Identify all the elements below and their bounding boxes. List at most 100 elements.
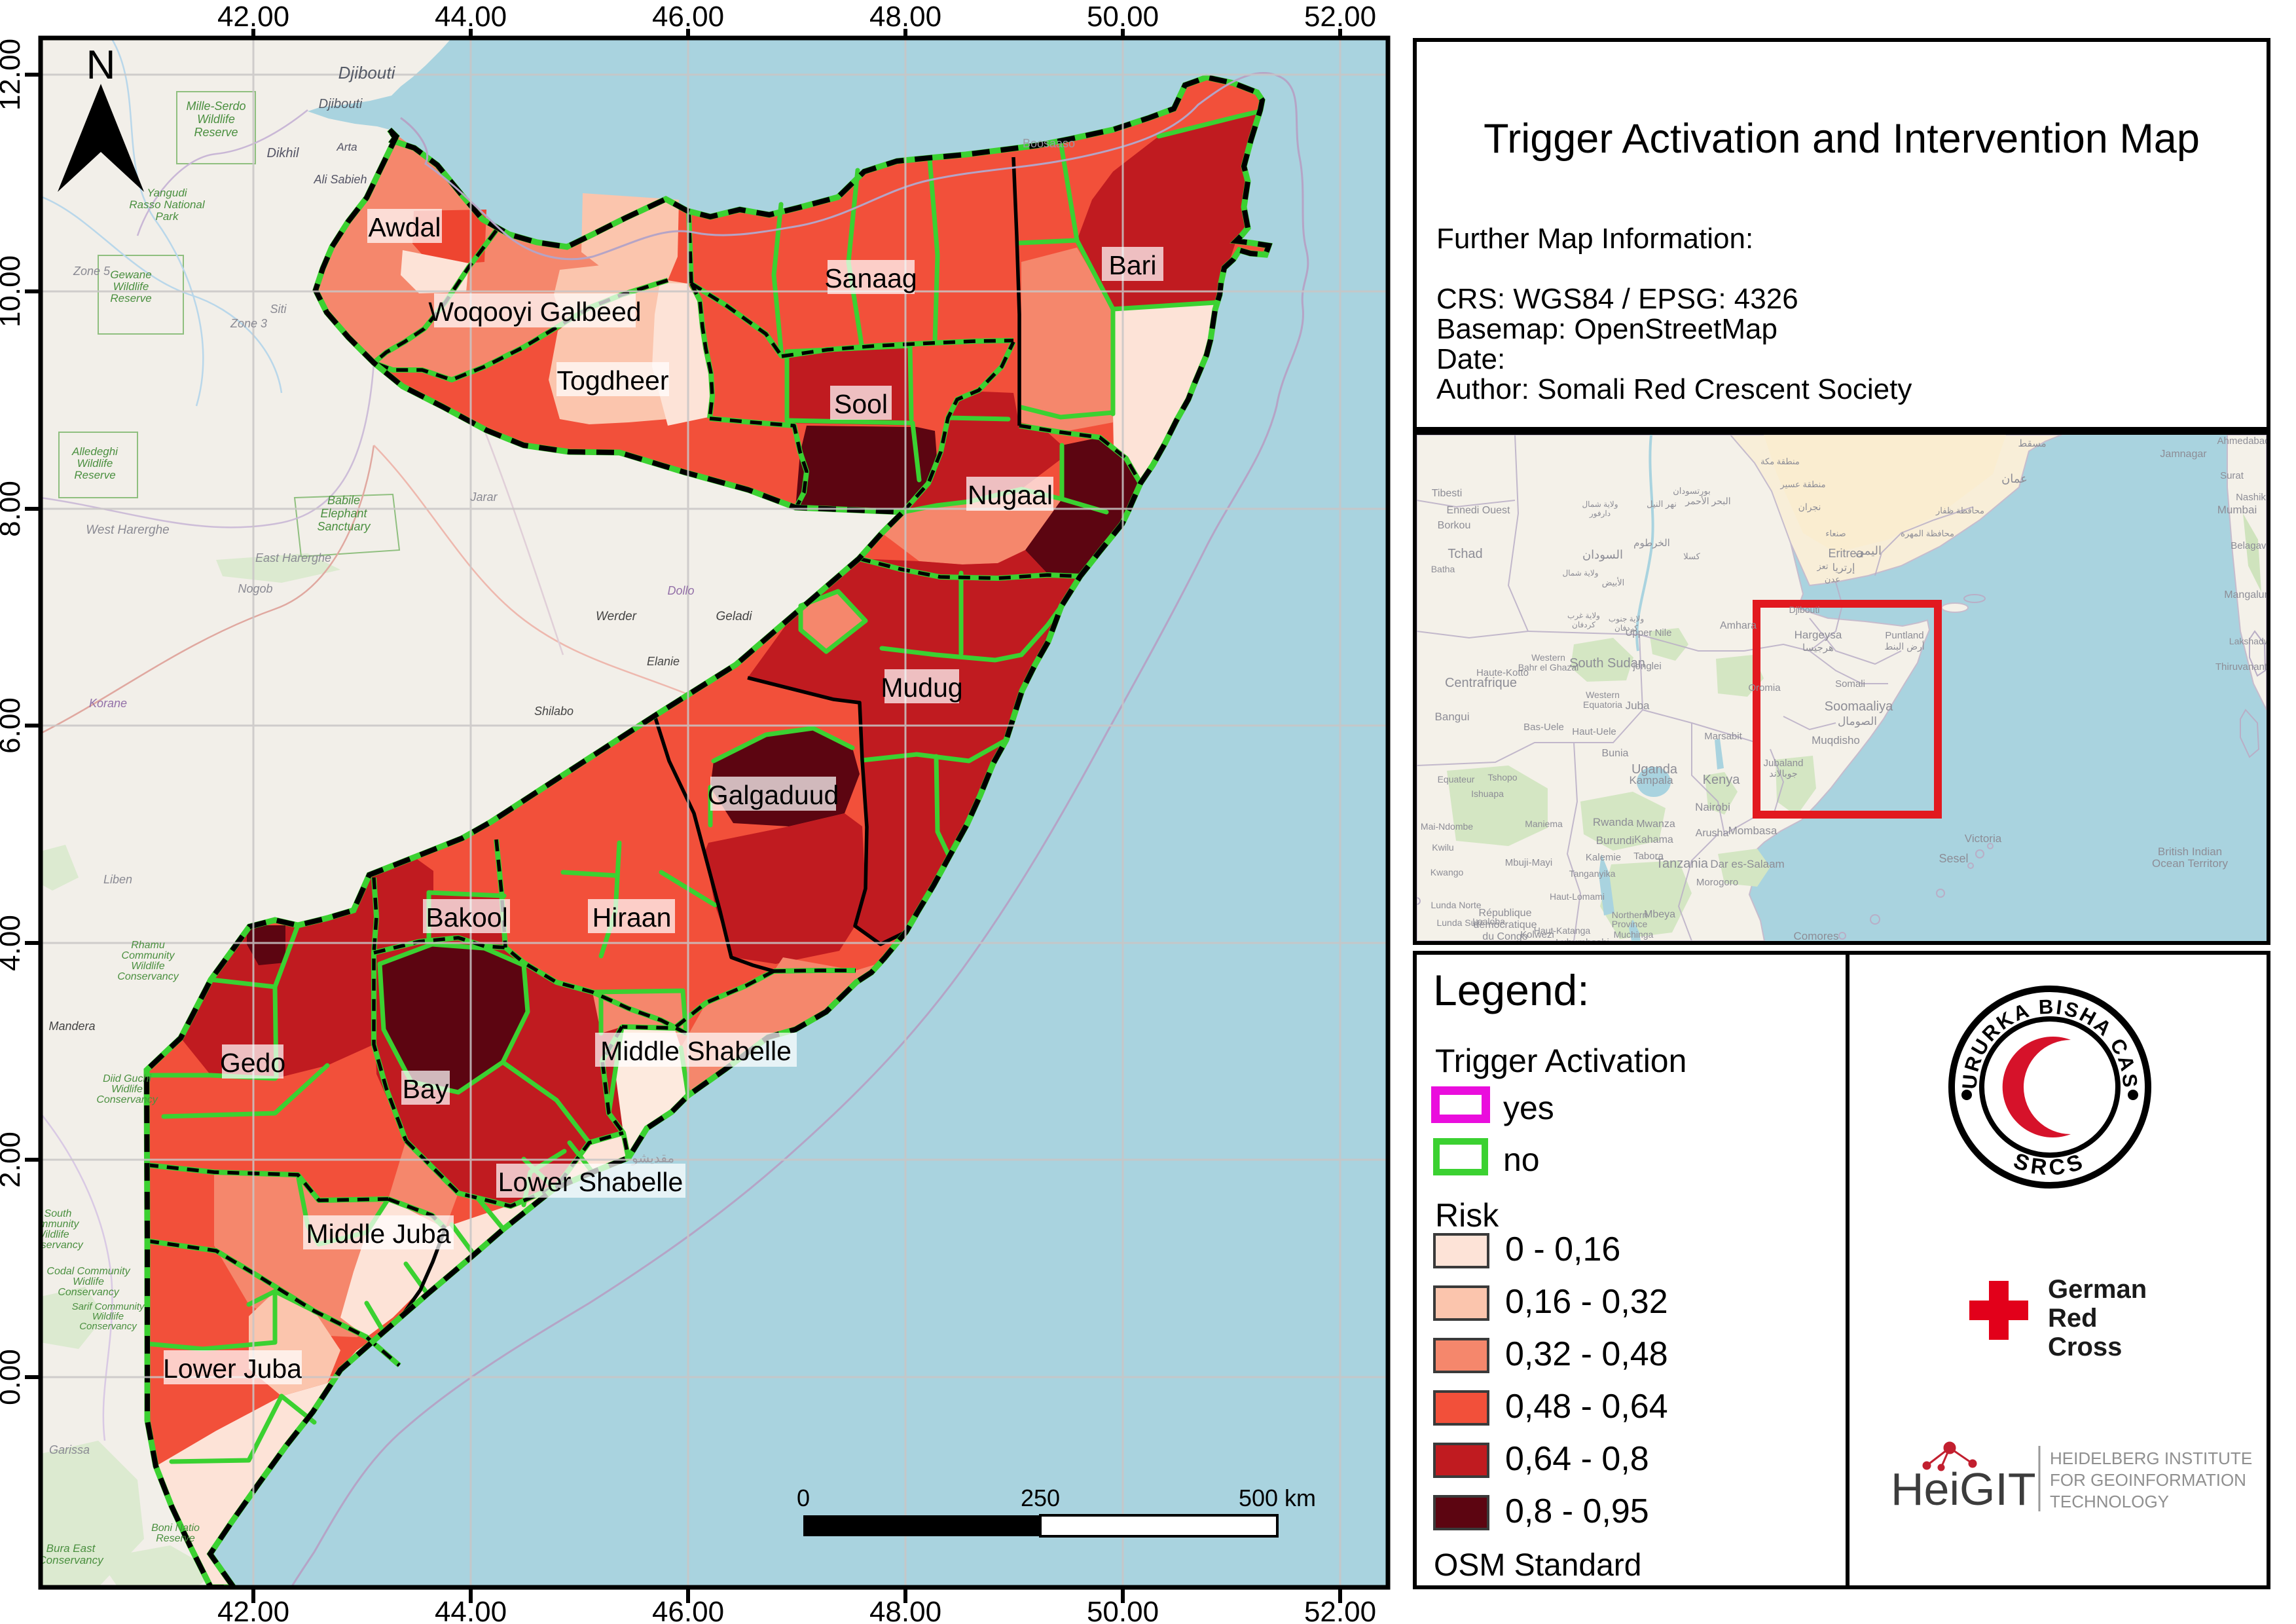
svg-text:Ali Sabieh: Ali Sabieh bbox=[313, 173, 367, 186]
svg-text:Comores: Comores bbox=[1794, 930, 1839, 941]
svg-text:Tanganyika: Tanganyika bbox=[1569, 868, 1616, 879]
svg-text:Kampala: Kampala bbox=[1629, 774, 1673, 786]
svg-text:ولاية شمال: ولاية شمال bbox=[1562, 568, 1598, 578]
svg-text:Equatoria: Equatoria bbox=[1583, 699, 1622, 710]
svg-text:Nashik: Nashik bbox=[2236, 492, 2266, 503]
svg-text:Haute-Kotto: Haute-Kotto bbox=[1476, 667, 1529, 678]
svg-text:Reserve: Reserve bbox=[74, 469, 115, 481]
svg-text:Somali: Somali bbox=[1835, 678, 1865, 690]
svg-text:Werder: Werder bbox=[596, 610, 637, 623]
svg-text:Mille-Serdo: Mille-Serdo bbox=[186, 100, 246, 113]
svg-text:Province: Province bbox=[1612, 919, 1648, 929]
svg-text:Shilabo: Shilabo bbox=[534, 705, 574, 718]
svg-text:Alledeghi: Alledeghi bbox=[71, 445, 118, 458]
svg-text:Djibouti: Djibouti bbox=[319, 97, 363, 111]
svg-text:تعز: تعز bbox=[1816, 561, 1828, 572]
svg-text:هرجيسا: هرجيسا bbox=[1802, 642, 1834, 654]
svg-text:Wildlife: Wildlife bbox=[113, 280, 149, 293]
svg-text:République: République bbox=[1479, 908, 1532, 919]
svg-text:Sarif Community: Sarif Community bbox=[72, 1301, 145, 1312]
svg-text:Community: Community bbox=[122, 950, 175, 961]
svg-text:Lunda Norte: Lunda Norte bbox=[1430, 900, 1481, 910]
svg-text:Lower Shabelle: Lower Shabelle bbox=[498, 1167, 683, 1197]
svg-text:Northern: Northern bbox=[1612, 910, 1647, 920]
svg-text:10.00: 10.00 bbox=[0, 255, 26, 327]
svg-text:صنعاء: صنعاء bbox=[1825, 528, 1846, 538]
svg-text:Jamnagar: Jamnagar bbox=[2160, 449, 2207, 460]
svg-text:2.00: 2.00 bbox=[0, 1132, 26, 1188]
svg-text:Ahmedabad: Ahmedabad bbox=[2217, 435, 2267, 447]
svg-text:Jarar: Jarar bbox=[469, 490, 498, 504]
svg-text:Awdal: Awdal bbox=[369, 212, 441, 242]
svg-text:Gewane: Gewane bbox=[110, 268, 151, 281]
svg-text:46.00: 46.00 bbox=[652, 1, 724, 33]
svg-text:Sool: Sool bbox=[834, 389, 888, 419]
svg-text:Nogob: Nogob bbox=[238, 582, 272, 595]
svg-text:Community: Community bbox=[26, 1219, 80, 1230]
svg-text:Conservancy: Conservancy bbox=[22, 1240, 83, 1251]
svg-text:Kalemie: Kalemie bbox=[1586, 852, 1621, 863]
svg-text:ولاية غرب: ولاية غرب bbox=[1567, 611, 1600, 620]
svg-text:Boosaaso: Boosaaso bbox=[1023, 137, 1075, 150]
svg-text:Conservancy: Conservancy bbox=[117, 971, 179, 982]
svg-text:Hargeysa: Hargeysa bbox=[1795, 629, 1842, 641]
svg-text:HEIDELBERG INSTITUTE: HEIDELBERG INSTITUTE bbox=[2050, 1449, 2252, 1468]
svg-text:Morogoro: Morogoro bbox=[1696, 877, 1738, 888]
svg-text:Jubaland: Jubaland bbox=[1764, 758, 1804, 769]
svg-text:Bay: Bay bbox=[403, 1074, 449, 1104]
svg-text:البحر الأحمر: البحر الأحمر bbox=[1685, 495, 1730, 507]
svg-text:منطقة مكة: منطقة مكة bbox=[1760, 456, 1800, 466]
svg-text:Victoria: Victoria bbox=[1965, 832, 2002, 845]
svg-text:Upper Nile: Upper Nile bbox=[1626, 627, 1672, 638]
svg-text:Liben: Liben bbox=[103, 873, 132, 886]
svg-text:الصومال: الصومال bbox=[1838, 715, 1877, 728]
svg-text:Haut-Uele: Haut-Uele bbox=[1572, 726, 1616, 737]
svg-text:Bari: Bari bbox=[1109, 250, 1157, 280]
svg-text:South Sudan: South Sudan bbox=[1569, 656, 1645, 671]
svg-text:Mbuji-Mayi: Mbuji-Mayi bbox=[1505, 857, 1553, 868]
svg-text:جوبالاند: جوبالاند bbox=[1769, 768, 1797, 779]
svg-text:démocratique: démocratique bbox=[1474, 919, 1537, 931]
svg-text:الأبيض: الأبيض bbox=[1602, 577, 1625, 588]
svg-text:ولاية جنوب: ولاية جنوب bbox=[1609, 614, 1644, 623]
svg-text:Tabora: Tabora bbox=[1633, 851, 1664, 862]
svg-text:Ennedi Ouest: Ennedi Ouest bbox=[1447, 505, 1511, 516]
svg-text:بورتسودان: بورتسودان bbox=[1673, 486, 1711, 496]
svg-text:Puntland: Puntland bbox=[1885, 630, 1923, 641]
svg-text:Tchad: Tchad bbox=[1448, 547, 1482, 561]
svg-text:Belagavi: Belagavi bbox=[2231, 540, 2267, 551]
svg-text:Red: Red bbox=[2048, 1304, 2098, 1333]
svg-text:Laaloba: Laaloba bbox=[1472, 916, 1505, 927]
svg-text:Wildlife: Wildlife bbox=[197, 113, 235, 126]
svg-text:Western: Western bbox=[1586, 690, 1620, 700]
svg-text:Batha: Batha bbox=[1431, 564, 1455, 574]
svg-text:42.00: 42.00 bbox=[217, 1, 289, 33]
svg-text:محافظة المهرة: محافظة المهرة bbox=[1901, 528, 1954, 539]
svg-text:Djibouti: Djibouti bbox=[338, 63, 396, 83]
svg-text:Juba: Juba bbox=[1626, 699, 1650, 712]
svg-text:Wildlife: Wildlife bbox=[92, 1311, 124, 1322]
svg-text:Rasso National: Rasso National bbox=[129, 198, 206, 211]
svg-text:0.00: 0.00 bbox=[0, 1349, 26, 1405]
svg-text:Dar es-Salaam: Dar es-Salaam bbox=[1710, 858, 1784, 870]
svg-text:Widlife: Widlife bbox=[111, 1084, 143, 1095]
svg-text:44.00: 44.00 bbox=[435, 1, 507, 33]
svg-text:Conservancy: Conservancy bbox=[38, 1554, 104, 1566]
svg-text:52.00: 52.00 bbox=[1304, 1596, 1376, 1624]
svg-text:Babile: Babile bbox=[327, 494, 360, 507]
svg-text:Wildlife: Wildlife bbox=[131, 961, 165, 972]
svg-text:Bakool: Bakool bbox=[426, 902, 507, 932]
svg-text:Rhamu: Rhamu bbox=[131, 940, 165, 951]
svg-text:Cross: Cross bbox=[2048, 1333, 2122, 1361]
svg-text:Eritrea: Eritrea bbox=[1828, 547, 1863, 560]
svg-text:12.00: 12.00 bbox=[0, 39, 26, 111]
svg-text:Arta: Arta bbox=[336, 141, 357, 153]
svg-text:Lunda Sul: Lunda Sul bbox=[1436, 917, 1478, 928]
svg-text:كردفان: كردفان bbox=[1572, 620, 1595, 629]
svg-text:Gedo: Gedo bbox=[220, 1048, 285, 1078]
svg-text:Woqooyi Galbeed: Woqooyi Galbeed bbox=[428, 297, 641, 327]
svg-text:Park: Park bbox=[156, 210, 179, 223]
svg-text:Wildlife: Wildlife bbox=[77, 457, 113, 470]
svg-text:Kwango: Kwango bbox=[1430, 867, 1464, 877]
svg-text:Bahr el Ghazal: Bahr el Ghazal bbox=[1518, 662, 1579, 673]
